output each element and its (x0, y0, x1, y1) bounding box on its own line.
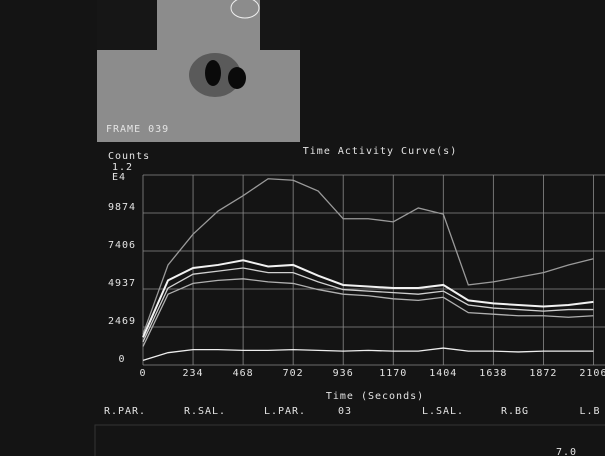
screen: FRAME 039 Time Activity Curve(s) Counts … (0, 0, 605, 456)
x-tick-label: 1638 (479, 368, 507, 379)
page: FRAME 039 Time Activity Curve(s) Counts … (0, 0, 605, 456)
y-tick-label: 9874 (108, 202, 136, 213)
y-axis-label: Counts (108, 151, 150, 162)
x-tick-label: 234 (183, 368, 204, 379)
scan-corner (97, 0, 157, 50)
chart-title: Time Activity Curve(s) (303, 146, 457, 157)
background (0, 0, 605, 456)
legend-label: R.PAR. (104, 406, 146, 417)
frame-label: FRAME 039 (106, 124, 169, 135)
legend-label: L.B (579, 406, 600, 417)
scan-corner (260, 0, 300, 50)
x-tick-label: 468 (233, 368, 254, 379)
legend-label: L.PAR. (264, 406, 306, 417)
x-tick-label: 2106 (579, 368, 605, 379)
x-tick-label: 1404 (429, 368, 457, 379)
legend-label: L.SAL. (422, 406, 464, 417)
x-axis-label: Time (Seconds) (326, 391, 424, 402)
y-tick-label: 0 (118, 354, 125, 365)
scan-hotspot (228, 67, 246, 89)
x-tick-label: 936 (333, 368, 354, 379)
scan-hotspot (205, 60, 221, 86)
legend-label: R.SAL. (184, 406, 226, 417)
x-tick-label: 702 (283, 368, 304, 379)
y-tick-label: 7406 (108, 240, 136, 251)
legend-label: 03 (338, 406, 352, 417)
x-tick-label: 1872 (529, 368, 557, 379)
bottom-text: 7.0 (556, 447, 577, 456)
legend-label: R.BG (501, 406, 529, 417)
x-tick-label: 1170 (379, 368, 407, 379)
x-tick-label: 0 (139, 368, 146, 379)
y-tick-label: 2469 (108, 316, 136, 327)
y-tick-label: 4937 (108, 278, 136, 289)
